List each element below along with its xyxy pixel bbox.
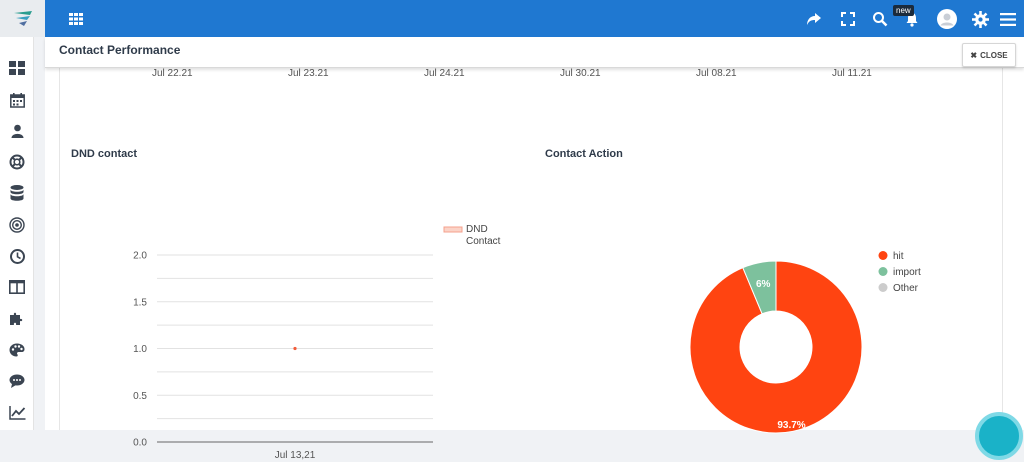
pie-legend-label[interactable]: hit [893, 251, 904, 262]
fullscreen-icon[interactable] [838, 9, 858, 29]
ghost-tick: Jul 30,21 [560, 68, 601, 76]
action-chart-title: Contact Action [545, 148, 623, 160]
pie-data-label: 6% [756, 279, 771, 290]
dnd-x-axis: Jul 13,21 [275, 450, 316, 461]
pie-labels: 93.7% 6% [756, 279, 806, 431]
share-icon[interactable] [804, 9, 824, 29]
close-icon: ✖ [970, 50, 978, 60]
previous-chart-ticks: Jul 22,21 Jul 23,21 Jul 24,21 Jul 30,21 … [60, 6, 1004, 76]
panel-header: Contact Performance ✖ CLOSE [45, 37, 1024, 68]
pie-legend-label[interactable]: Other [893, 283, 919, 294]
contact-performance-panel: Contact Performance ✖ CLOSE Jul 22,21 Ju… [45, 37, 1024, 461]
ghost-tick: Jul 11,21 [832, 68, 872, 76]
trend-icon[interactable] [8, 403, 26, 421]
avatar[interactable] [936, 8, 958, 30]
dnd-legend-label-1[interactable]: DND [466, 224, 488, 235]
dnd-y-tick-label: 2.0 [133, 251, 147, 262]
target-icon[interactable] [8, 216, 26, 234]
dnd-y-tick-label: 1.5 [133, 297, 147, 308]
gear-icon[interactable] [970, 9, 990, 29]
search-icon[interactable] [870, 9, 890, 29]
chat-fab-button[interactable] [975, 412, 1023, 460]
dnd-legend-label-2[interactable]: Contact [466, 236, 501, 247]
ghost-tick: Jul 22,21 [152, 68, 193, 76]
close-button[interactable]: ✖ CLOSE [962, 43, 1016, 67]
new-badge: new [893, 5, 914, 16]
ghost-tick: Jul 23,21 [288, 68, 329, 76]
top-bar: new [0, 0, 1024, 37]
page-title: Contact Performance [59, 43, 181, 57]
pie-slice-import[interactable] [742, 260, 777, 315]
columns-icon[interactable] [8, 278, 26, 296]
ghost-tick: Jul 08,21 [696, 68, 737, 76]
pie-slices [689, 260, 863, 434]
dnd-series [293, 346, 297, 351]
charts-card: Jul 22,21 Jul 23,21 Jul 24,21 Jul 30,21 … [59, 68, 1003, 461]
pie-legend-swatch[interactable] [878, 251, 888, 260]
pie-legend: hit import Other [878, 251, 921, 294]
dnd-y-tick-label: 1.0 [133, 344, 147, 355]
ghost-tick: Jul 24,21 [424, 68, 465, 76]
pie-data-label: 93.7% [777, 420, 805, 431]
dnd-y-axis: 0.0 0.5 1.0 1.5 2.0 [133, 251, 147, 449]
chat-icon[interactable] [8, 372, 26, 390]
contact-action-chart: 93.7% 6% hit import Other [689, 251, 921, 434]
database-icon[interactable] [8, 184, 26, 202]
pie-legend-swatch[interactable] [878, 283, 888, 292]
pie-slice-hit[interactable] [689, 260, 863, 434]
logo-icon [13, 10, 32, 26]
calendar-icon[interactable] [8, 91, 26, 109]
logo[interactable] [0, 0, 45, 37]
dnd-y-tick-label: 0.5 [133, 391, 147, 402]
dnd-y-tick-label: 0.0 [133, 438, 147, 449]
clock-icon[interactable] [8, 247, 26, 265]
dashboard-icon[interactable] [8, 59, 26, 77]
apps-icon[interactable] [66, 9, 86, 29]
dnd-data-point[interactable] [293, 346, 297, 351]
pie-legend-swatch[interactable] [878, 267, 888, 276]
dnd-legend-swatch[interactable] [443, 226, 463, 233]
close-button-label: CLOSE [980, 50, 1008, 60]
menu-icon[interactable] [998, 9, 1018, 29]
sidebar [0, 37, 34, 430]
dnd-chart-title: DND contact [71, 148, 138, 160]
lifebuoy-icon[interactable] [8, 153, 26, 171]
person-icon[interactable] [8, 122, 26, 140]
dnd-contact-chart: 0.0 0.5 1.0 1.5 2.0 Jul 13,21 DND Contact [133, 224, 501, 461]
puzzle-icon[interactable] [8, 309, 26, 327]
palette-icon[interactable] [8, 341, 26, 359]
pie-legend-label[interactable]: import [893, 267, 921, 278]
dnd-x-tick-label: Jul 13,21 [275, 450, 316, 461]
